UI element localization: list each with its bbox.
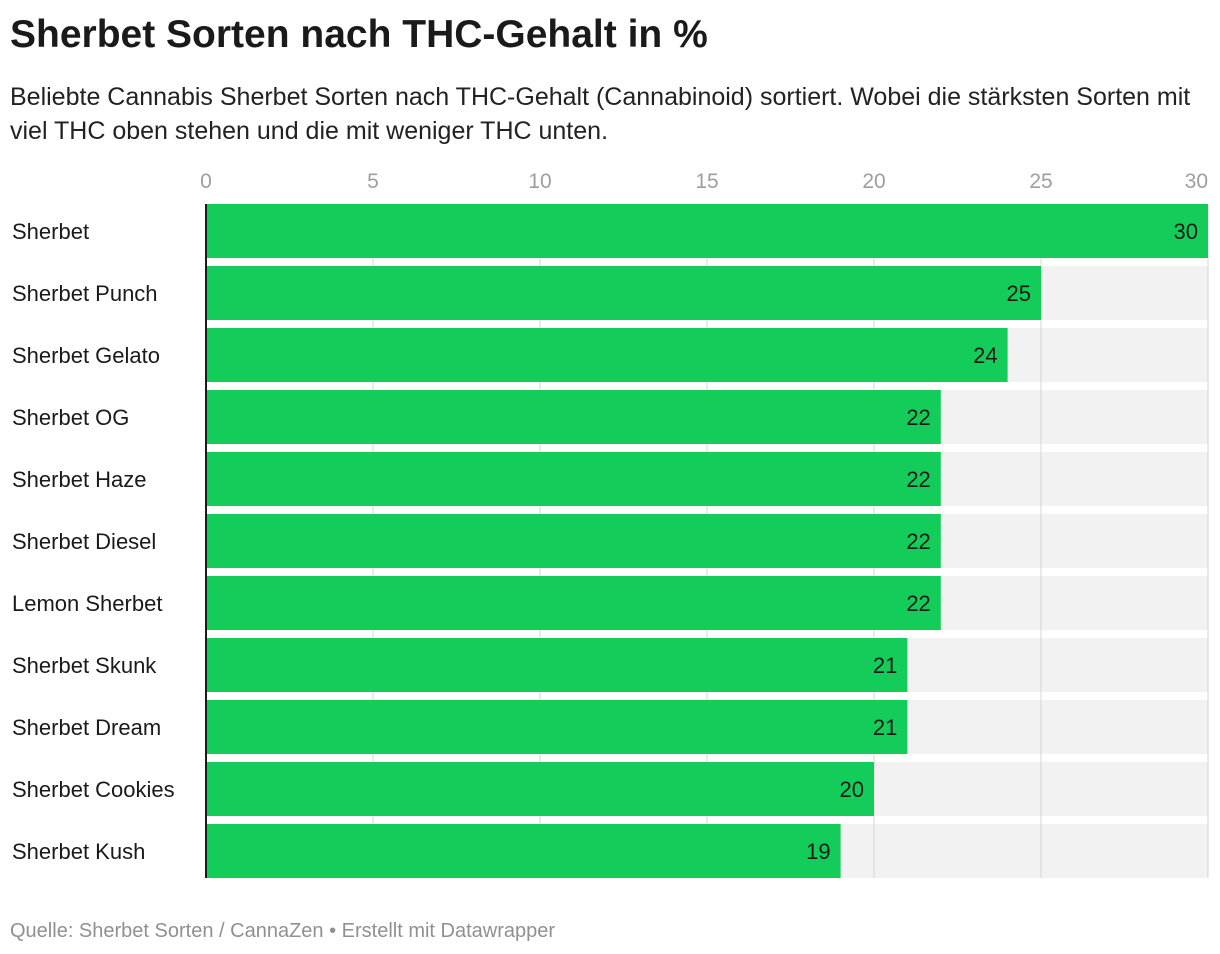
x-tick-label: 25 [1029,170,1052,193]
category-label: Sherbet OG [12,405,129,430]
x-tick-label: 5 [367,170,379,193]
value-label: 20 [840,777,864,802]
x-tick-label: 10 [528,170,551,193]
chart-title: Sherbet Sorten nach THC-Gehalt in % [10,13,708,56]
category-label: Sherbet Gelato [12,343,160,368]
category-label: Sherbet [12,219,89,244]
bar-chart: 0 5 10 15 20 25 30 Sherbet 30 Sherbet Punch 25 Sher… [12,170,1209,878]
bar [206,576,941,630]
source-footer: Quelle: Sherbet Sorten / CannaZen • Erst… [10,920,556,942]
category-label: Sherbet Diesel [12,529,156,554]
bar [206,452,941,506]
value-label: 25 [1007,281,1031,306]
category-label: Sherbet Cookies [12,777,175,802]
value-label: 24 [973,343,997,368]
bar [206,514,941,568]
value-label: 22 [906,405,930,430]
category-label: Sherbet Punch [12,281,158,306]
bar [206,328,1008,382]
value-label: 30 [1174,219,1198,244]
category-label: Sherbet Skunk [12,653,157,678]
x-tick-label: 0 [200,170,212,193]
value-label: 21 [873,715,897,740]
category-label: Sherbet Haze [12,467,147,492]
bar [206,390,941,444]
x-tick-label: 20 [862,170,885,193]
bar [206,638,908,692]
bar [206,700,908,754]
chart-subtitle: Beliebte Cannabis Sherbet Sorten nach TH… [10,83,1191,145]
x-tick-label: 30 [1185,170,1208,193]
category-label: Lemon Sherbet [12,591,162,616]
category-label: Sherbet Kush [12,839,145,864]
bar [206,266,1041,320]
value-label: 22 [906,529,930,554]
value-label: 22 [906,467,930,492]
bar [206,762,874,816]
value-label: 22 [906,591,930,616]
category-label: Sherbet Dream [12,715,161,740]
bar [206,824,841,878]
bar [206,204,1208,258]
x-tick-label: 15 [695,170,718,193]
value-label: 21 [873,653,897,678]
value-label: 19 [806,839,830,864]
